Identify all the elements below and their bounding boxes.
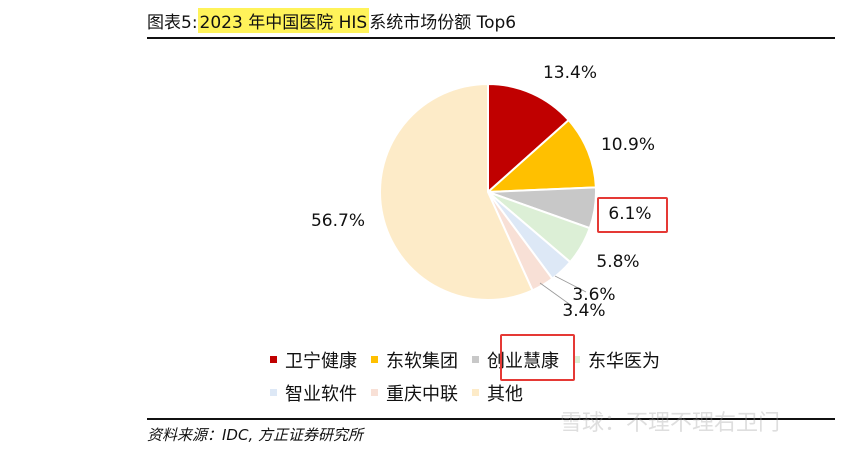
legend-swatch [270,389,277,396]
bottom-rule [147,418,835,420]
source-note: 资料来源：IDC, 方正证券研究所 [147,426,363,444]
legend-item: 东软集团 [371,347,458,373]
figure-number: 图表5: [147,12,198,33]
slice-label-7: 56.7% [311,211,365,231]
top-rule [147,37,835,39]
legend-swatch [371,356,378,363]
slice-label-4: 5.8% [596,252,639,272]
watermark: 雪球：不理不理右卫门 [560,411,781,436]
legend-item: 智业软件 [270,380,357,406]
legend-item: 其他 [472,380,523,406]
legend-label: 其他 [487,383,523,405]
leader-line-2 [539,282,573,307]
chart-legend: 卫宁健康 东软集团 创业慧康 东华医为 智业软件 重庆中联 其他 [270,343,740,409]
slice-label-6: 3.4% [562,301,605,321]
legend-label: 东软集团 [386,350,458,372]
legend-swatch [270,356,277,363]
legend-swatch [573,356,580,363]
legend-swatch [371,389,378,396]
legend-label: 重庆中联 [386,383,458,405]
slice-label-3: 6.1% [608,204,651,224]
legend-item: 东华医为 [573,347,660,373]
title-highlight: 2023 年中国医院 HIS [197,7,370,33]
slice-label-5: 3.6% [572,285,615,305]
slice-label-2: 10.9% [601,135,655,155]
legend-row-1: 卫宁健康 东软集团 创业慧康 东华医为 [270,343,740,376]
pie-slice-7 [379,82,534,301]
legend-item: 创业慧康 [472,347,559,373]
legend-label: 东华医为 [588,350,660,372]
slice-label-1: 13.4% [543,63,597,83]
legend-swatch [472,356,479,363]
legend-row-2: 智业软件 重庆中联 其他 [270,376,740,409]
title-text: 系统市场份额 Top6 [369,12,517,33]
legend-label: 创业慧康 [487,350,559,372]
legend-swatch [472,389,479,396]
legend-label: 卫宁健康 [285,350,357,372]
legend-item: 重庆中联 [371,380,458,406]
leader-line-1 [554,275,587,293]
legend-label: 智业软件 [285,383,357,405]
pie-slice-1 [487,82,571,195]
chart-title: 图表5: 2023 年中国医院 HIS 系统市场份额 Top6 [147,6,516,34]
legend-item: 卫宁健康 [270,347,357,373]
pie-slice-2 [485,118,597,194]
